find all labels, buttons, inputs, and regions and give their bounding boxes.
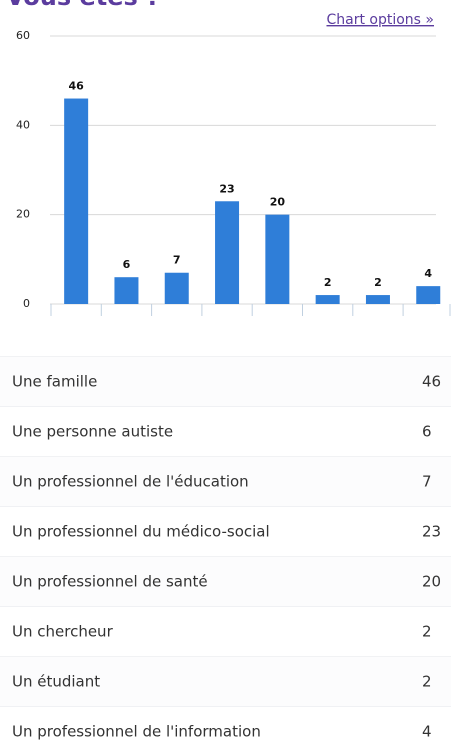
row-label: Un professionnel de santé <box>12 573 208 591</box>
value-label: 46 <box>68 80 84 93</box>
page-title: Vous êtes ? <box>6 0 160 11</box>
value-label: 23 <box>219 182 234 195</box>
table-row <box>0 507 451 557</box>
row-value: 46 <box>422 373 441 391</box>
chart-options-link[interactable]: Chart options » <box>326 12 434 28</box>
row-value: 7 <box>422 473 432 491</box>
row-label: Un étudiant <box>12 673 100 691</box>
value-label: 20 <box>270 196 286 209</box>
bar <box>265 214 290 304</box>
row-value: 2 <box>422 673 432 691</box>
row-value: 2 <box>422 623 432 641</box>
row-label: Une famille <box>12 373 97 391</box>
y-tick-label: 20 <box>16 208 30 221</box>
value-label: 6 <box>123 258 131 271</box>
bar <box>164 272 189 304</box>
row-value: 23 <box>422 523 441 541</box>
row-label: Un professionnel de l'éducation <box>12 473 249 491</box>
bar <box>215 201 240 304</box>
y-tick-label: 0 <box>23 297 30 310</box>
row-label: Un professionnel de l'information <box>12 723 261 740</box>
value-label: 2 <box>374 276 382 289</box>
table-row <box>0 707 451 740</box>
bar <box>365 295 390 304</box>
table-row <box>0 557 451 607</box>
table-row <box>0 657 451 707</box>
table-row <box>0 457 451 507</box>
value-label: 4 <box>424 267 432 280</box>
row-label: Un chercheur <box>12 623 114 641</box>
y-tick-label: 40 <box>16 118 30 131</box>
table-row <box>0 607 451 657</box>
row-value: 4 <box>422 723 432 740</box>
bar <box>315 295 340 304</box>
table-row <box>0 357 451 407</box>
row-value: 20 <box>422 573 441 591</box>
bar <box>64 98 89 305</box>
row-label: Un professionnel du médico-social <box>12 523 270 541</box>
value-label: 7 <box>173 254 181 267</box>
bar <box>114 277 139 304</box>
value-label: 2 <box>324 276 332 289</box>
bar <box>416 286 441 304</box>
row-label: Une personne autiste <box>12 423 173 441</box>
row-value: 6 <box>422 423 432 441</box>
y-tick-label: 60 <box>16 29 30 42</box>
table-row <box>0 407 451 457</box>
